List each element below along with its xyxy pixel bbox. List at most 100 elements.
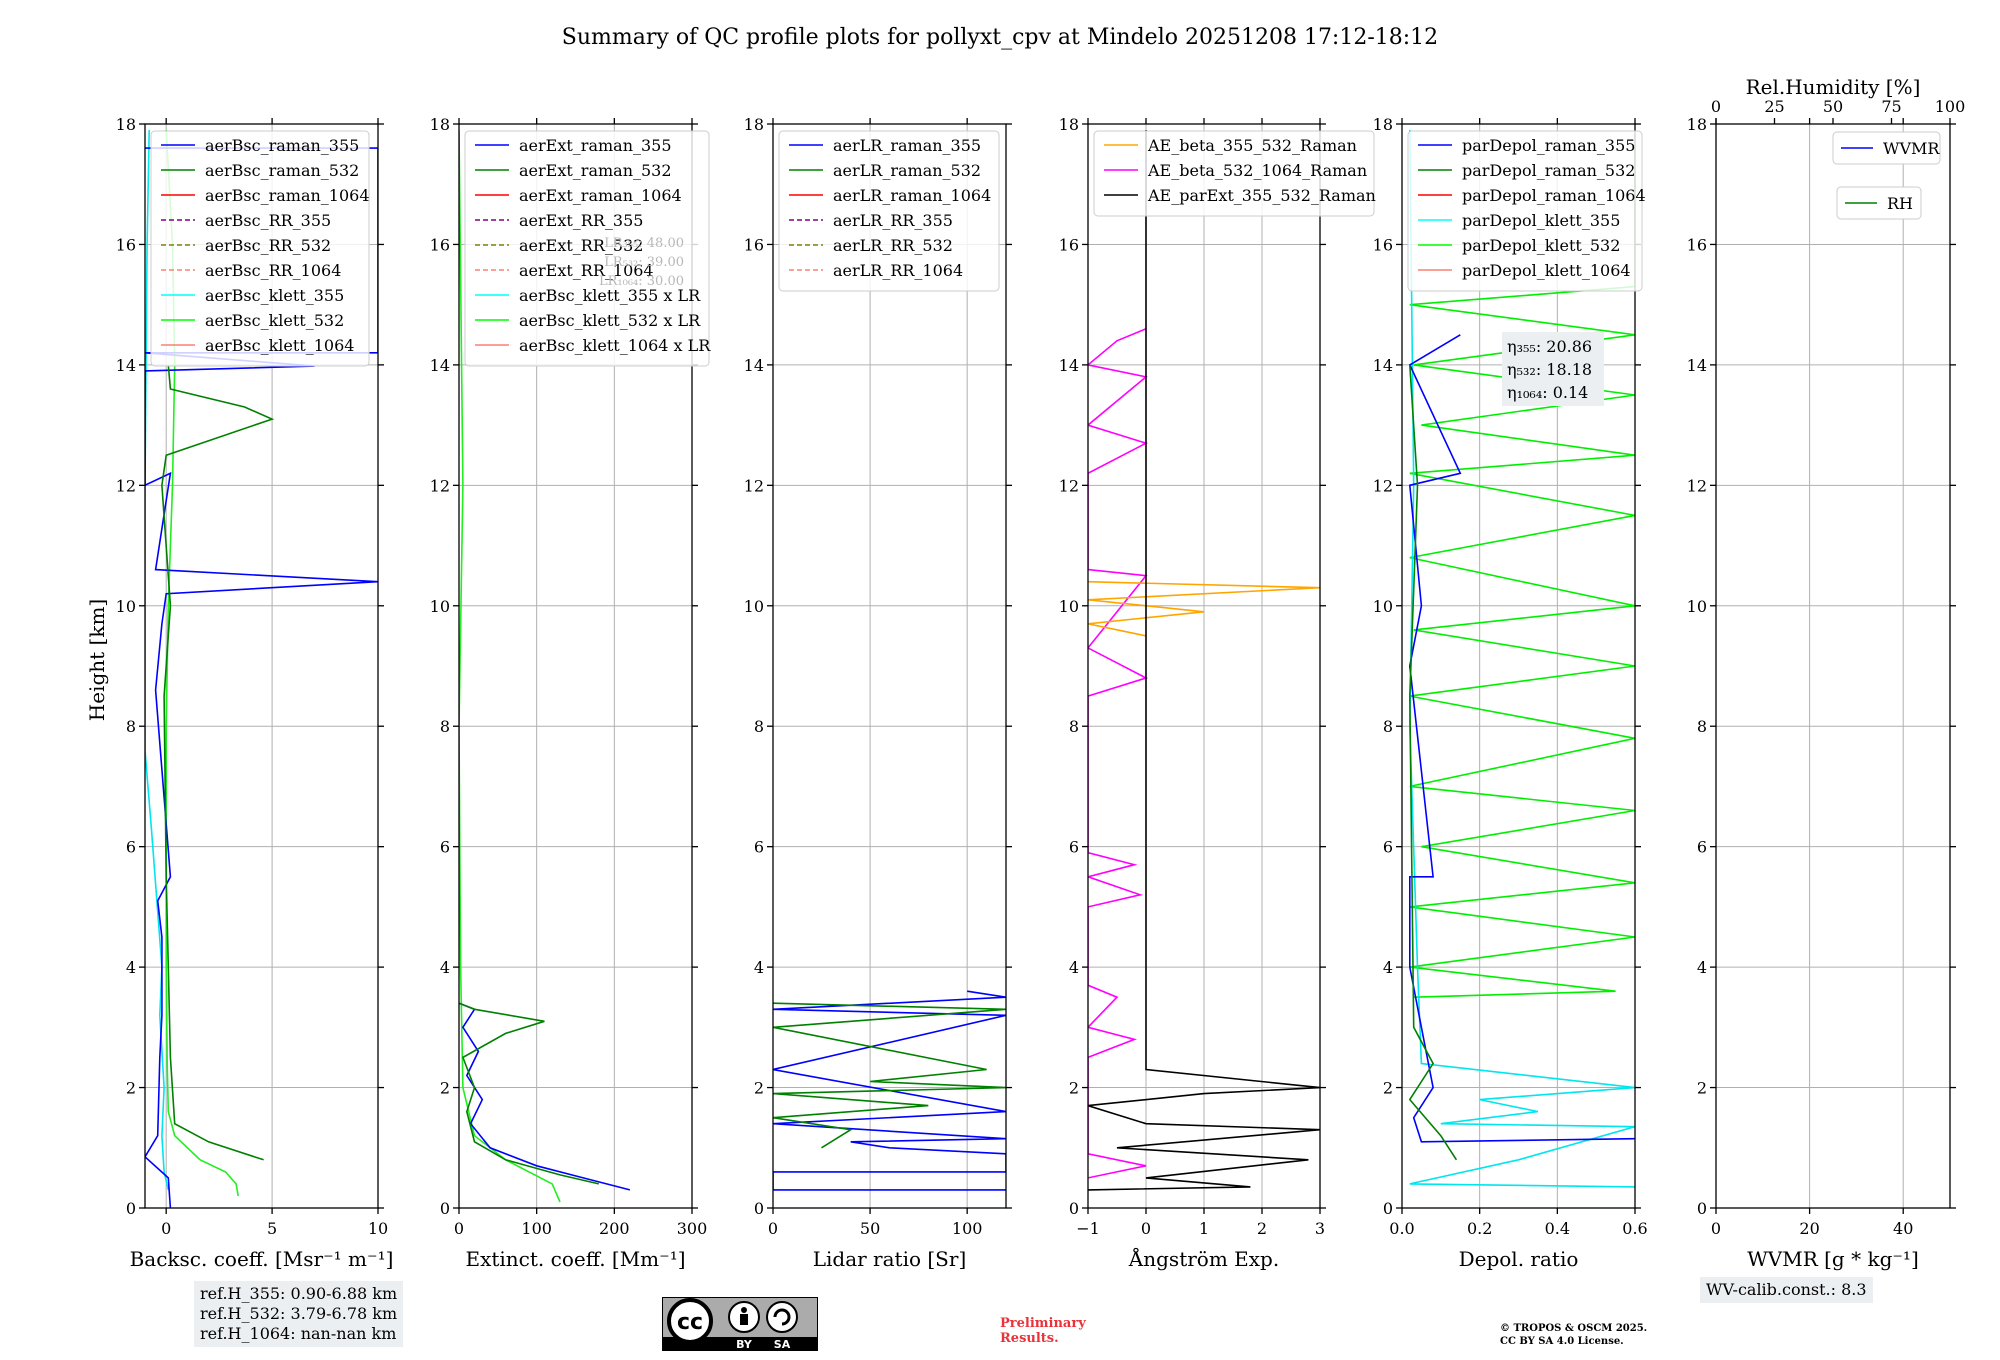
legend-label: aerLR_raman_532	[833, 161, 981, 180]
y-tick-label: 8	[754, 717, 764, 736]
series-AE_beta_532_1064_Raman	[1088, 328, 1149, 1179]
ref-h-355: ref.H_355: 0.90-6.88 km	[200, 1284, 398, 1303]
series-group	[1408, 129, 1635, 1188]
panel-extinction: 0 2 4 6 8 10 12 14 16 18 0 100 200 300 Extinct. coeff.…	[430, 115, 712, 1271]
x-tick-label: 0	[768, 1219, 778, 1238]
panel-lidar_ratio: 0 2 4 6 8 10 12 14 16 18 0 50 100 Lidar ratio [Sr] aer…	[744, 115, 1012, 1271]
top-x-tick-label: 25	[1764, 97, 1784, 116]
legend-label: aerExt_raman_532	[519, 161, 672, 180]
figure-title: Summary of QC profile plots for pollyxt_…	[562, 25, 1438, 50]
lidar-ratio-note: LR₁₀₆₄: 30.00	[599, 274, 684, 289]
axes-frame	[1401, 123, 1636, 1209]
series-aerBsc_klett_532	[165, 129, 239, 1197]
top-x-axis-label: Rel.Humidity [%]	[1746, 75, 1921, 99]
x-tick-label: 0.6	[1622, 1219, 1647, 1238]
lidar-ratio-note: LR₃₅₅: 48.00	[604, 236, 684, 251]
eta-label: η₅₃₂: 18.18	[1507, 360, 1592, 379]
eta-label: η₃₅₅: 20.86	[1507, 337, 1592, 356]
legend-box	[150, 130, 370, 367]
y-tick-label: 4	[754, 958, 764, 977]
y-tick-label: 0	[1383, 1199, 1393, 1218]
legend-label: aerExt_RR_532	[519, 236, 643, 255]
preliminary-results-note: Preliminary Results.	[1000, 1316, 1086, 1346]
x-tick-label: 40	[1893, 1219, 1913, 1238]
x-tick-label: 1	[1199, 1219, 1209, 1238]
legend-label: aerBsc_klett_1064	[205, 336, 354, 355]
axes-frame	[772, 123, 1007, 1209]
legend-label: aerLR_raman_355	[833, 136, 981, 155]
y-tick-label: 16	[744, 235, 764, 254]
y-tick-label: 0	[754, 1199, 764, 1218]
y-tick-label: 10	[744, 597, 764, 616]
x-axis-label: Extinct. coeff. [Mm⁻¹]	[465, 1247, 685, 1271]
x-tick-label: 0	[161, 1219, 171, 1238]
legend-label: aerBsc_RR_1064	[205, 261, 341, 280]
legend: aerExt_raman_355 aerExt_raman_532 aerExt_r…	[464, 130, 711, 367]
series-group	[1088, 130, 1320, 1191]
legend-label: aerLR_raman_1064	[833, 186, 991, 205]
legend-label: aerLR_RR_1064	[833, 261, 963, 280]
x-tick-label: 0.4	[1545, 1219, 1570, 1238]
x-tick-label: 100	[521, 1219, 552, 1238]
x-tick-label: 0	[454, 1219, 464, 1238]
y-tick-label: 18	[744, 115, 764, 134]
y-tick-label: 10	[1059, 597, 1079, 616]
y-tick-label: 12	[1373, 476, 1393, 495]
top-x-tick-label: 100	[1935, 97, 1966, 116]
x-tick-label: 10	[368, 1219, 388, 1238]
y-tick-label: 14	[1059, 356, 1079, 375]
x-tick-label: 0.2	[1467, 1219, 1492, 1238]
legend-box	[464, 130, 710, 367]
legend-label: aerExt_RR_355	[519, 211, 643, 230]
legend-label: parDepol_raman_1064	[1462, 186, 1646, 205]
top-x-tick-label: 0	[1711, 97, 1721, 116]
eta-label: η₁₀₆₄: 0.14	[1507, 383, 1588, 402]
y-tick-label: 10	[1373, 597, 1393, 616]
ref-h-1064: ref.H_1064: nan-nan km	[200, 1324, 397, 1343]
cc-icon	[667, 1298, 713, 1344]
x-axis-label: Ångström Exp.	[1128, 1246, 1279, 1271]
series-aerExt_raman_355	[459, 1002, 631, 1191]
series-aerLR_raman_532	[773, 1002, 1006, 1149]
series-aerLR_raman_355	[773, 990, 1006, 1191]
y-tick-label: 2	[754, 1079, 764, 1098]
legend-label: aerExt_RR_1064	[519, 261, 654, 280]
series-aerBsc_raman_532	[161, 364, 275, 1161]
legend-label: aerExt_raman_1064	[519, 186, 682, 205]
y-tick-label: 10	[1687, 597, 1707, 616]
panel-backscatter: 0 2 4 6 8 10 12 14 16 18 0 5 10 Backsc. coeff. [Msr⁻¹…	[116, 115, 394, 1271]
y-tick-label: 18	[116, 115, 136, 134]
legend-box-rh	[1836, 186, 1922, 220]
y-tick-label: 10	[116, 597, 136, 616]
legend-label: parDepol_raman_532	[1462, 161, 1635, 180]
y-tick-label: 14	[116, 356, 136, 375]
y-tick-label: 2	[1069, 1079, 1079, 1098]
legend-label: RH	[1887, 194, 1913, 213]
axes-frame	[458, 123, 693, 1209]
y-tick-label: 2	[440, 1079, 450, 1098]
x-tick-label: 0	[1711, 1219, 1721, 1238]
x-tick-label: 50	[860, 1219, 880, 1238]
legend-label: parDepol_klett_1064	[1462, 261, 1631, 280]
x-axis-label: Depol. ratio	[1459, 1247, 1579, 1271]
eta-box	[1502, 332, 1604, 406]
legend-label: AE_beta_532_1064_Raman	[1147, 161, 1367, 180]
y-tick-label: 12	[116, 476, 136, 495]
legend-label: parDepol_klett_355	[1462, 211, 1620, 230]
legend-box	[778, 130, 1000, 292]
y-tick-label: 4	[1069, 958, 1079, 977]
legend-label: parDepol_raman_355	[1462, 136, 1635, 155]
x-tick-label: 300	[677, 1219, 708, 1238]
y-tick-label: 8	[126, 717, 136, 736]
y-tick-label: 6	[126, 838, 136, 857]
series-aerBsc_klett_532 x LR	[459, 129, 561, 1203]
top-x-tick-label: 50	[1823, 97, 1843, 116]
y-axis-label: Height [km]	[85, 599, 109, 721]
x-tick-label: 2	[1257, 1219, 1267, 1238]
y-tick-label: 0	[126, 1199, 136, 1218]
legend-label: aerBsc_raman_1064	[205, 186, 370, 205]
copyright-note: © TROPOS & OSCM 2025. CC BY SA 4.0 Licen…	[1500, 1323, 1648, 1347]
